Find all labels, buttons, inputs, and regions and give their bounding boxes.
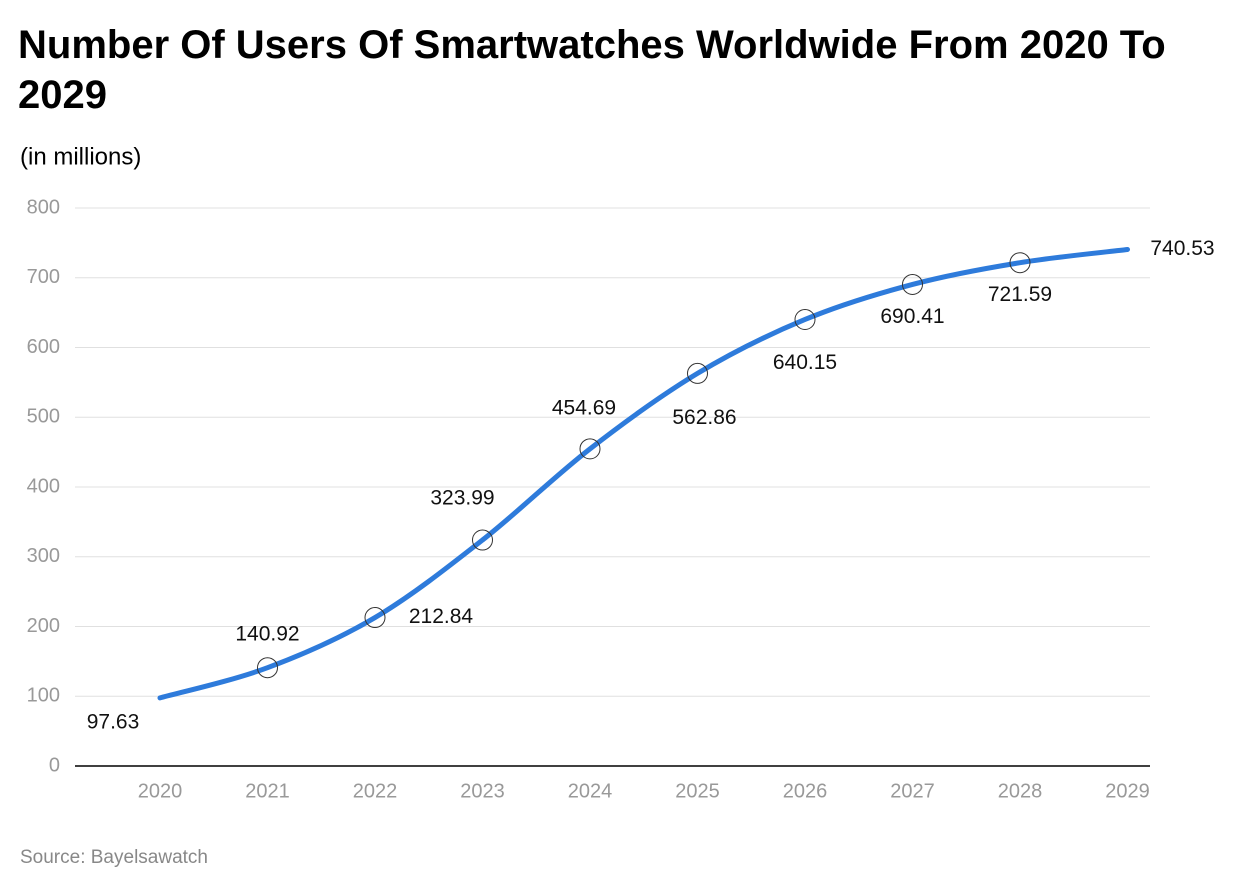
y-tick-label: 0 bbox=[49, 754, 60, 776]
y-tick-label: 700 bbox=[27, 266, 60, 288]
x-tick-label: 2026 bbox=[783, 780, 828, 802]
y-tick-label: 100 bbox=[27, 685, 60, 707]
y-tick-label: 800 bbox=[27, 196, 60, 218]
point-marker bbox=[794, 308, 816, 330]
point-marker bbox=[257, 657, 278, 679]
line bbox=[157, 246, 1130, 701]
x-tick-label: 2025 bbox=[675, 780, 720, 802]
x-tick-label: 2029 bbox=[1105, 780, 1150, 802]
x-tick-label: 2022 bbox=[353, 780, 398, 802]
chart-subtitle: (in millions) bbox=[20, 143, 141, 170]
chart-title: Number Of Users Of Smartwatches Worldwid… bbox=[18, 23, 1166, 117]
point-marker bbox=[687, 362, 708, 384]
data-label: 740.53 bbox=[1150, 237, 1214, 260]
y-tick-label: 200 bbox=[27, 615, 60, 637]
data-label: 640.15 bbox=[773, 351, 837, 374]
y-tick-label: 600 bbox=[27, 336, 60, 358]
data-label: 454.69 bbox=[552, 396, 616, 419]
data-label: 323.99 bbox=[430, 487, 494, 510]
y-tick-label: 400 bbox=[27, 475, 60, 497]
data-label: 562.86 bbox=[672, 406, 736, 429]
x-tick-label: 2027 bbox=[890, 780, 935, 802]
data-label: 97.63 bbox=[87, 710, 140, 733]
x-tick-label: 2028 bbox=[998, 780, 1043, 802]
y-tick-label: 300 bbox=[27, 545, 60, 567]
data-label: 690.41 bbox=[880, 305, 944, 328]
x-tick-label: 2021 bbox=[245, 780, 290, 802]
data-label: 721.59 bbox=[988, 283, 1052, 306]
data-label: 212.84 bbox=[409, 605, 474, 628]
x-tick-label: 2023 bbox=[460, 780, 505, 802]
x-tick-label: 2020 bbox=[138, 780, 183, 802]
point-marker bbox=[364, 607, 386, 629]
point-marker bbox=[1009, 252, 1031, 274]
title-box: Number Of Users Of Smartwatches Worldwid… bbox=[18, 23, 1166, 117]
data-label: 140.92 bbox=[235, 622, 299, 645]
source: Source: Bayelsawatch bbox=[20, 847, 208, 868]
point-marker bbox=[902, 273, 923, 295]
point-marker bbox=[579, 438, 601, 460]
y-tick-label: 500 bbox=[27, 406, 60, 428]
x-tick-label: 2024 bbox=[568, 780, 613, 802]
point-marker bbox=[472, 529, 493, 551]
